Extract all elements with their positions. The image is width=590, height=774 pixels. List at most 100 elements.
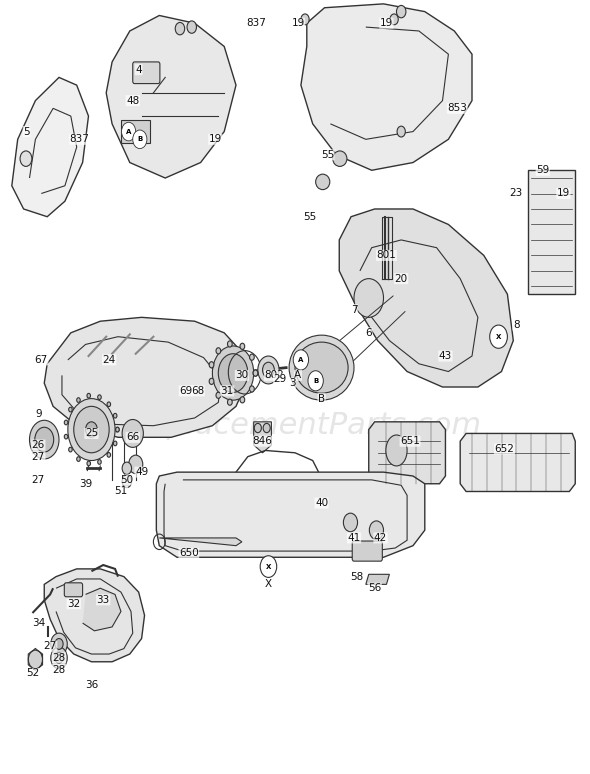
Text: B: B [137,136,142,142]
Text: 49: 49 [135,467,148,477]
Text: 27: 27 [32,475,45,485]
Text: 36: 36 [85,680,98,690]
Text: 4: 4 [135,65,142,74]
Text: 24: 24 [103,355,116,365]
Text: 31: 31 [221,386,234,396]
Ellipse shape [289,335,354,400]
Ellipse shape [343,513,358,532]
Ellipse shape [113,413,117,418]
Text: 68: 68 [191,386,204,396]
PathPatch shape [156,472,425,557]
Ellipse shape [333,151,347,166]
Text: 651: 651 [400,437,420,446]
PathPatch shape [301,4,472,170]
Text: 32: 32 [67,599,80,608]
Ellipse shape [122,475,132,488]
Text: X: X [266,563,271,570]
Text: B: B [313,378,318,384]
Ellipse shape [107,402,110,406]
Ellipse shape [397,126,405,137]
Text: 33: 33 [97,595,110,604]
Text: 19: 19 [209,135,222,144]
Text: 650: 650 [179,549,199,558]
Ellipse shape [122,462,132,474]
Ellipse shape [64,420,68,425]
PathPatch shape [44,569,145,662]
Ellipse shape [30,420,59,459]
Text: 6: 6 [365,328,372,337]
Text: 66: 66 [126,433,139,442]
Ellipse shape [316,174,330,190]
Text: X: X [496,334,502,340]
Ellipse shape [209,361,214,368]
Ellipse shape [116,427,119,432]
Ellipse shape [263,423,270,433]
Text: 29: 29 [274,375,287,384]
FancyBboxPatch shape [133,62,160,84]
Text: 837: 837 [247,19,267,28]
Circle shape [308,371,323,391]
Text: 41: 41 [348,533,360,543]
Ellipse shape [113,441,117,446]
PathPatch shape [528,170,575,294]
Ellipse shape [240,343,245,349]
Ellipse shape [28,650,42,669]
Circle shape [490,325,507,348]
Text: 28: 28 [53,653,65,663]
Text: X: X [265,580,272,589]
Circle shape [122,122,136,141]
Text: 801: 801 [376,251,396,260]
Ellipse shape [98,460,101,464]
Text: 25: 25 [85,429,98,438]
Ellipse shape [228,341,232,347]
PathPatch shape [121,120,150,143]
Text: 28: 28 [53,665,65,674]
Ellipse shape [55,639,63,649]
Ellipse shape [77,457,80,461]
Ellipse shape [68,399,115,461]
Ellipse shape [240,397,245,403]
Text: 55: 55 [321,150,334,159]
Ellipse shape [218,354,248,392]
Text: A: A [294,371,301,380]
Text: 30: 30 [235,371,248,380]
PathPatch shape [460,433,575,491]
Ellipse shape [209,378,214,385]
Ellipse shape [228,399,232,406]
Ellipse shape [87,393,90,398]
Text: 19: 19 [291,19,304,28]
PathPatch shape [369,422,445,484]
Text: 27: 27 [32,452,45,461]
Ellipse shape [301,14,309,25]
Ellipse shape [253,370,258,376]
Text: 67: 67 [35,355,48,365]
Text: 23: 23 [510,189,523,198]
Ellipse shape [86,422,97,437]
Text: 3: 3 [289,378,296,388]
Ellipse shape [354,279,384,317]
Text: 27: 27 [44,642,57,651]
Text: 39: 39 [79,479,92,488]
Text: 837: 837 [70,135,90,144]
PathPatch shape [339,209,513,387]
Ellipse shape [35,427,54,452]
Text: 50: 50 [120,475,133,485]
Text: A: A [298,357,304,363]
Text: 853: 853 [447,104,467,113]
Ellipse shape [263,362,274,378]
PathPatch shape [159,538,242,546]
Text: B: B [318,394,325,403]
Text: 43: 43 [439,351,452,361]
Ellipse shape [396,5,406,18]
Ellipse shape [20,151,32,166]
Text: eReplacementParts.com: eReplacementParts.com [109,411,481,440]
Circle shape [133,130,147,149]
Ellipse shape [295,342,348,393]
Ellipse shape [253,370,258,376]
Ellipse shape [369,521,384,539]
Text: A: A [126,128,132,135]
Text: 7: 7 [350,305,358,314]
FancyBboxPatch shape [64,583,83,597]
Text: 59: 59 [536,166,549,175]
Ellipse shape [51,647,67,669]
